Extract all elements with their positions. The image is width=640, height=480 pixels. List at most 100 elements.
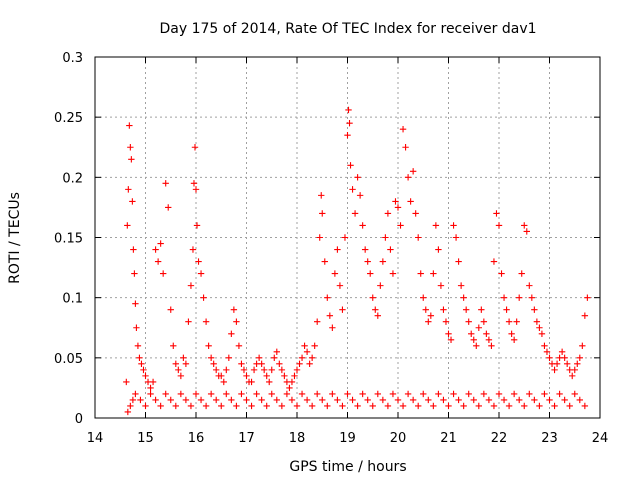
data-point: [170, 342, 177, 349]
data-point: [213, 396, 220, 404]
data-point: [450, 390, 457, 398]
data-point: [425, 396, 432, 404]
data-point: [495, 390, 503, 398]
data-point: [389, 270, 397, 277]
data-point: [513, 318, 520, 325]
x-tick-label: 14: [87, 431, 104, 446]
data-point: [518, 270, 525, 277]
y-tick-label: 0.2: [62, 171, 83, 186]
data-point: [556, 390, 563, 398]
data-point: [394, 396, 402, 404]
data-point: [187, 282, 195, 289]
data-point: [308, 402, 316, 410]
data-point: [339, 402, 346, 410]
data-point: [558, 348, 566, 356]
x-axis-label: GPS time / hours: [289, 459, 406, 475]
data-point: [470, 396, 477, 404]
data-point: [490, 258, 498, 265]
data-point: [127, 402, 134, 410]
data-point: [581, 402, 589, 410]
data-point: [207, 390, 215, 398]
data-point: [288, 396, 296, 404]
data-point: [293, 402, 301, 410]
data-point: [132, 300, 139, 307]
data-point: [351, 210, 359, 217]
data-point: [255, 354, 263, 362]
data-point: [308, 354, 316, 362]
data-point: [162, 390, 169, 398]
data-point: [191, 144, 199, 151]
data-point: [460, 294, 467, 301]
x-tick-label: 18: [289, 431, 306, 446]
data-point: [561, 354, 568, 362]
data-point: [531, 306, 538, 313]
data-point: [409, 396, 417, 404]
data-point: [404, 174, 412, 181]
data-point: [131, 270, 138, 277]
data-point: [190, 180, 198, 187]
data-point: [278, 366, 286, 374]
data-point: [202, 318, 210, 325]
data-point: [268, 390, 275, 398]
data-point: [369, 294, 376, 301]
data-point: [495, 222, 503, 229]
data-point: [253, 390, 260, 398]
data-point: [462, 306, 470, 313]
data-point: [291, 372, 298, 380]
data-point: [268, 366, 275, 374]
data-point: [233, 402, 240, 410]
data-point: [157, 402, 164, 410]
data-point: [218, 372, 225, 380]
y-tick-label: 0.15: [54, 232, 83, 247]
data-point: [470, 336, 477, 343]
data-point: [273, 396, 280, 404]
x-tick-label: 16: [188, 431, 205, 446]
data-point: [377, 282, 384, 289]
data-point: [493, 210, 500, 217]
data-point: [563, 360, 571, 368]
data-point: [346, 119, 353, 127]
data-point: [311, 342, 318, 349]
data-point: [584, 294, 591, 301]
data-point: [510, 336, 518, 343]
data-point: [579, 342, 586, 349]
data-point: [505, 318, 513, 325]
data-point: [339, 306, 346, 313]
data-point: [314, 390, 321, 398]
data-point: [412, 210, 419, 217]
data-point: [450, 222, 457, 229]
data-point: [240, 366, 248, 374]
data-point: [485, 336, 493, 343]
data-point: [480, 318, 488, 325]
data-point: [397, 222, 404, 229]
data-point: [399, 126, 407, 133]
data-point: [172, 360, 179, 368]
data-point: [500, 294, 508, 301]
data-point: [347, 162, 354, 169]
data-point: [324, 402, 331, 410]
data-point: [133, 324, 140, 331]
data-point: [197, 396, 205, 404]
data-point: [258, 360, 265, 368]
data-point: [485, 396, 493, 404]
data-point: [526, 390, 533, 398]
data-point: [430, 402, 437, 410]
data-point: [329, 390, 336, 398]
data-point: [296, 360, 303, 368]
data-point: [223, 366, 230, 374]
data-point: [293, 366, 301, 374]
axis-tick-labels: 14 15 16 17 18 19 20 21 22 23 24 0 0.05 0.1 0.15 0.2 0.2…: [54, 51, 608, 446]
data-point: [180, 354, 187, 362]
data-point: [286, 384, 293, 392]
data-point: [488, 342, 495, 349]
data-point: [420, 390, 427, 398]
data-point: [321, 258, 328, 265]
x-tick-label: 19: [339, 431, 356, 446]
data-point: [430, 270, 437, 277]
data-point: [273, 348, 280, 356]
data-point: [134, 342, 142, 349]
data-point: [569, 372, 576, 380]
data-point: [345, 106, 352, 114]
data-point: [382, 234, 389, 241]
data-point: [379, 396, 387, 404]
